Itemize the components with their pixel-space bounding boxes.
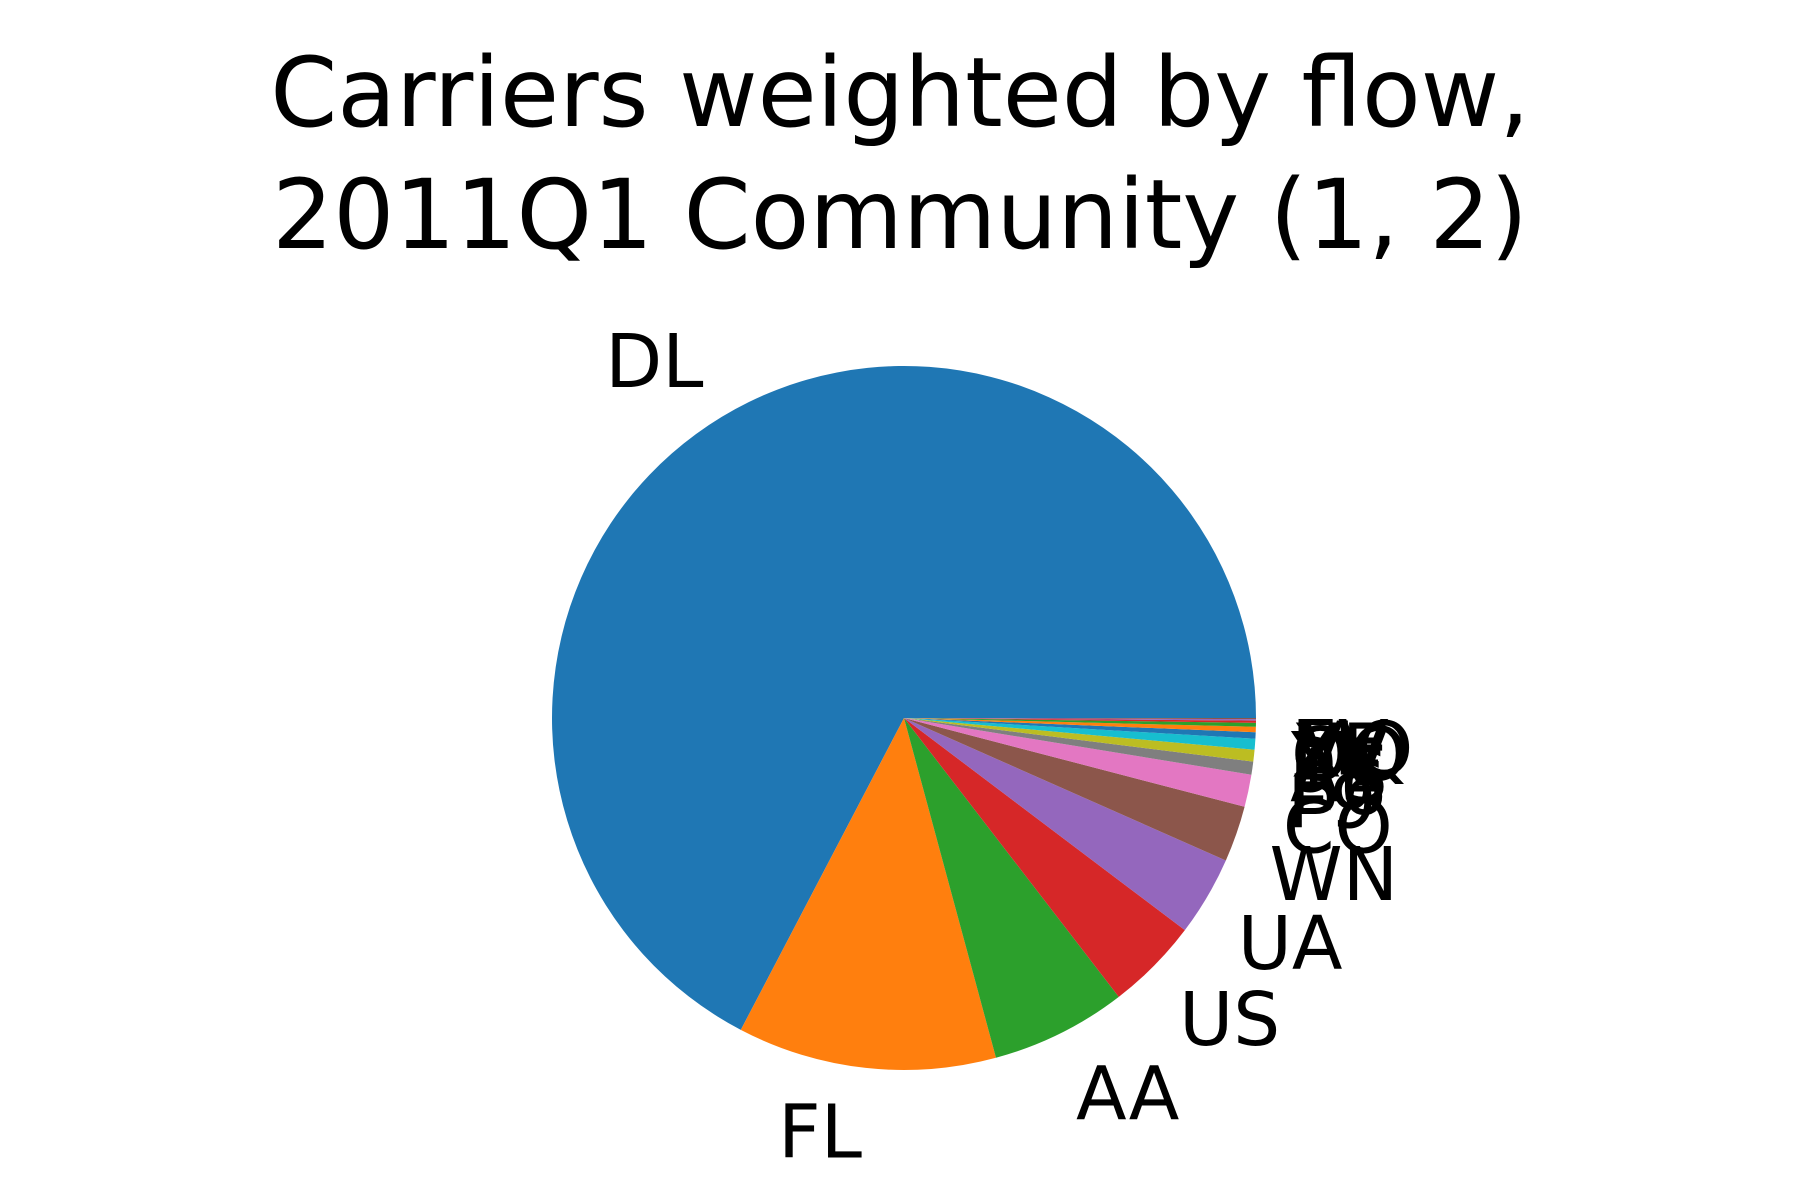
slice-label-b6: B6 [1289,746,1387,832]
pie-slice-mq [904,718,1256,721]
slice-label-co: CO [1283,785,1393,871]
chart-title-line-1: Carriers weighted by flow, [270,37,1530,149]
pie-slice-as [904,718,1256,750]
slice-label-dl: DL [605,319,703,405]
slice-label-ua: UA [1238,901,1343,987]
slice-label-9e: 9E [1291,724,1385,810]
pie-slice-ua [904,718,1226,931]
slice-label-wn: WN [1270,832,1399,918]
slice-label-as: AS [1290,733,1388,819]
slice-label-aa: AA [1076,1051,1180,1137]
chart-title: Carriers weighted by flow, 2011Q1 Commun… [270,37,1530,271]
pie-slices [552,366,1257,1071]
pie-slice-aa [904,718,1119,1058]
pie-slice-b6 [904,718,1255,762]
pie-slice-fl [740,718,996,1071]
pie-slice-ev [904,718,1257,720]
slice-label-oo: OO [1291,712,1408,798]
slice-label-f9: F9 [1287,760,1377,846]
pie-slice-dl [552,366,1256,1030]
slice-label-us: US [1179,977,1280,1063]
slice-label-mq: MQ [1291,706,1413,792]
pie-slice-oo [904,718,1256,727]
slice-label-yv: YV [1290,717,1387,803]
pie-slice-9e [904,718,1256,739]
pie-slice-us [904,718,1185,997]
pie-slice-yv [904,718,1256,733]
slice-label-fl: FL [778,1089,862,1175]
chart-title-line-2: 2011Q1 Community (1, 2) [272,159,1528,271]
slice-label-ev: EV [1291,705,1389,791]
slice-label-xe: XE [1291,708,1388,794]
pie-slice-f9 [904,718,1254,775]
pie-slice-co [904,718,1252,807]
pie-slice-xe [904,718,1256,723]
pie-slice-wn [904,718,1245,861]
